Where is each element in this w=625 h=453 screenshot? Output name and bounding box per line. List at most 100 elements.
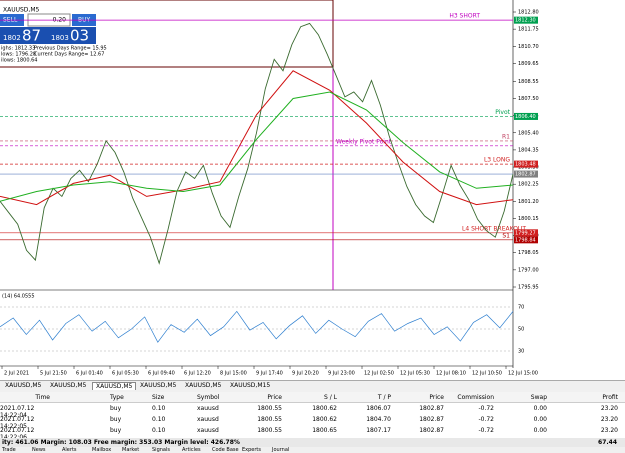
cell: 1806.07: [366, 405, 391, 412]
bottom-tab[interactable]: Code Base: [212, 447, 239, 453]
moving-average: [0, 70, 514, 206]
bottom-tabs: Trade News Alerts Mailbox Market Signals Artic…: [0, 447, 625, 453]
summary: ity: 461.06 Margin: 108.03 Free margin: …: [2, 439, 240, 446]
bottom-tab[interactable]: Articles: [182, 447, 201, 453]
price-tick-label: 1805.40: [518, 130, 539, 136]
cell: 0.00: [533, 405, 547, 412]
time-label: 9 Jul 23:00: [328, 371, 355, 377]
cell: xauusd: [197, 405, 219, 412]
price-tick-label: 1810.70: [518, 44, 539, 50]
price-tick-label: 1800.15: [518, 216, 539, 222]
column-header[interactable]: Price: [429, 394, 444, 401]
price-tag-label: 1799.27: [515, 230, 536, 236]
price-tick-label: 1807.50: [518, 96, 539, 102]
chart-tab[interactable]: XAUUSD,M5: [140, 382, 177, 389]
column-header[interactable]: Size: [152, 394, 165, 401]
price-tag-label: 1798.84: [515, 237, 536, 243]
price-tag: [514, 236, 538, 244]
bottom-tab[interactable]: News: [32, 447, 46, 453]
price-tick-label: 1801.20: [518, 199, 539, 205]
cell: 1802.87: [419, 416, 444, 423]
info: ighs: 1812.33: [1, 46, 35, 52]
cell: 1802.87: [419, 405, 444, 412]
column-header[interactable]: Time: [35, 394, 50, 401]
price-tag: [514, 229, 538, 237]
price-tag-label: 1806.40: [515, 114, 536, 120]
bottom-tab[interactable]: Alerts: [62, 447, 77, 453]
bid-small: 87: [22, 27, 41, 45]
column-header[interactable]: T / P: [377, 394, 391, 401]
osc-tick-label: 30: [518, 349, 524, 355]
cell: xauusd: [197, 427, 219, 434]
cell: 2021.07.12 14:22:05: [0, 416, 35, 430]
time-label: 12 Jul 08:10: [436, 371, 466, 377]
price-tag: [514, 112, 538, 120]
ask-small: 03: [70, 27, 89, 45]
price-tick-label: 1809.65: [518, 61, 539, 67]
time-label: 12 Jul 05:30: [400, 371, 430, 377]
osc-tick-label: 70: [518, 305, 524, 311]
price-tick-label: 1804.35: [518, 147, 539, 153]
chart-bg: [0, 0, 625, 380]
box: [0, 0, 334, 68]
cell: 1800.55: [257, 416, 282, 423]
column-header[interactable]: Price: [267, 394, 282, 401]
cell: -0.72: [478, 427, 494, 434]
ask-box[interactable]: [48, 27, 96, 44]
price-tick-label: 1808.55: [518, 79, 539, 85]
bid-big: 1802: [3, 34, 21, 42]
price-tag: [514, 160, 538, 168]
chart-tab[interactable]: XAUUSD,M5: [50, 382, 87, 389]
price-line: [0, 22, 514, 265]
cell: buy: [110, 416, 122, 423]
cell: 0.00: [533, 416, 547, 423]
time-label: 6 Jul 12:20: [184, 371, 211, 377]
info: Previous Days Range= 15.95: [34, 46, 107, 52]
price-tick-label: 1802.25: [518, 182, 539, 188]
bottom-tab[interactable]: Mailbox: [92, 447, 112, 453]
chart-tab[interactable]: XAUUSD,M5: [92, 382, 137, 390]
info: lows: 1796.28: [1, 52, 36, 58]
cell: 1807.17: [366, 427, 391, 434]
column-header[interactable]: Symbol: [197, 394, 220, 401]
chart: XAUUSD,M5 SELL 0.20 BUY 1802 87 1803 03 …: [0, 0, 625, 380]
bottom-tab[interactable]: Journal: [272, 447, 290, 453]
oscillator-line: [0, 310, 514, 343]
chart-tab[interactable]: XAUUSD,M5: [5, 382, 42, 389]
column-header[interactable]: Commission: [457, 394, 494, 401]
level-name: S1: [502, 232, 510, 239]
column-header[interactable]: Swap: [530, 394, 547, 401]
bottom-tab[interactable]: Trade: [2, 447, 16, 453]
level-name: R1: [502, 133, 510, 140]
level-name: L3 LONG: [484, 157, 510, 164]
bottom-tab[interactable]: Market: [122, 447, 140, 453]
time-label: 5 Jul 21:50: [40, 371, 67, 377]
column-header[interactable]: S / L: [324, 394, 337, 401]
moving-average: [0, 91, 514, 202]
chart-tab[interactable]: XAUUSD,M5: [185, 382, 222, 389]
cell: 23.20: [600, 405, 618, 412]
cell: -0.72: [478, 416, 494, 423]
price-tag-label: 1812.30: [515, 18, 536, 24]
chart-tab[interactable]: XAUUSD,M15: [230, 382, 271, 389]
price-tag-label: 1802.87: [515, 172, 536, 178]
time-label: 6 Jul 09:40: [148, 371, 175, 377]
time-label: 2 Jul 2021: [4, 371, 29, 377]
column-header[interactable]: Profit: [602, 394, 618, 401]
time-label: 6 Jul 01:40: [76, 371, 103, 377]
footer: ity: 461.06 Margin: 108.03 Free margin: …: [0, 438, 625, 447]
bottom-tab[interactable]: Experts: [242, 447, 261, 453]
price-tick-label: 1811.75: [518, 27, 539, 33]
cell: 1802.87: [419, 427, 444, 434]
bid-box[interactable]: [0, 27, 48, 44]
cell: buy: [110, 427, 122, 434]
cell: buy: [110, 405, 122, 412]
cell: xauusd: [197, 416, 219, 423]
chart-tabs: XAUUSD,M5 XAUUSD,M5 XAUUSD,M5 XAUUSD,M5 XAUU…: [0, 380, 625, 392]
column-header[interactable]: Type: [110, 394, 124, 401]
cell: 1800.62: [312, 405, 337, 412]
symbol: XAUUSD,M5: [3, 7, 40, 14]
bottom-tab[interactable]: Signals: [152, 447, 170, 453]
oscillator-label: (14) 64.0555: [2, 294, 35, 300]
cell: 1804.70: [366, 416, 391, 423]
